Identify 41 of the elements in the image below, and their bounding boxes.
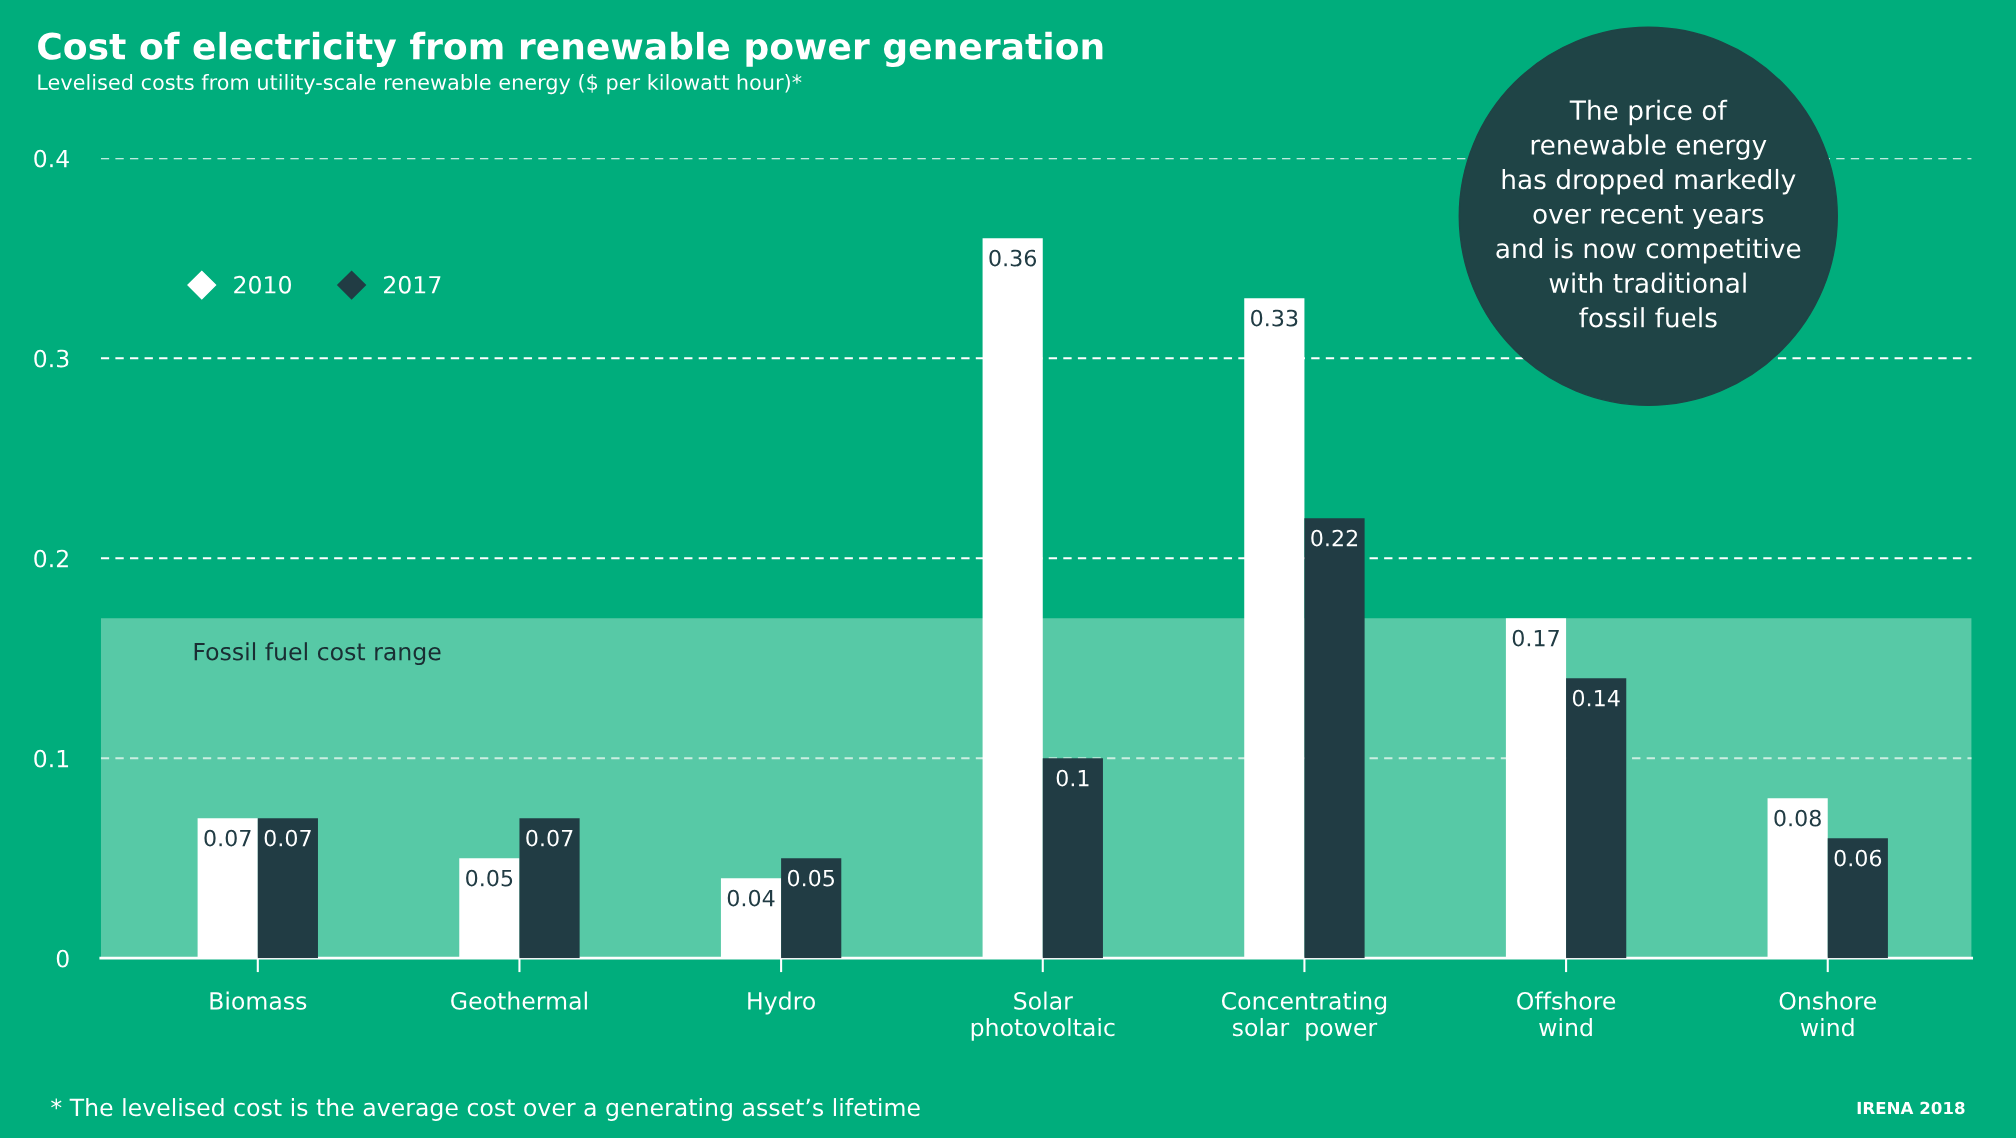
text: * The levelised cost is the average cost over a generating asset’s lifetime <box>51 1098 920 1121</box>
x-tick-label: Hydro <box>748 991 815 1015</box>
x-tick-label: Onshore wind <box>1779 991 1876 1037</box>
text: IRENA 2018 <box>1857 1101 1965 1115</box>
x-tick-label: Offshore wind <box>1517 991 1616 1037</box>
bar <box>781 858 842 959</box>
bar <box>1827 838 1888 959</box>
data-label: 0.07 <box>526 829 573 847</box>
data-label: 0.33 <box>1251 309 1298 327</box>
chart-title: Cost of electricity from renewable power generation <box>38 31 1103 68</box>
x-tick-label: Concentrating solar power <box>1221 991 1387 1041</box>
legend-label: 2017 <box>384 275 441 294</box>
y-tick-label: 0.3 <box>34 349 69 368</box>
bar <box>519 818 580 959</box>
chart-subtitle: Levelised costs from utility-scale renewable energy ($ per kilowatt hour)* <box>38 73 802 95</box>
data-label: 0.1 <box>1056 769 1089 787</box>
data-label: 0.07 <box>204 829 251 847</box>
bar <box>1042 758 1103 959</box>
data-label: 0.05 <box>787 869 834 887</box>
x-tick-label: Biomass <box>210 991 307 1010</box>
data-label: 0.08 <box>1774 809 1821 827</box>
bar <box>257 818 318 959</box>
annotation: The price of renewable energy has dropped markedly over recent years and is now competitive with traditional fossil fuels <box>1496 99 1801 328</box>
data-label: 0.36 <box>989 249 1037 267</box>
legend-label: 2010 <box>234 275 291 294</box>
data-label: 0.14 <box>1572 689 1620 707</box>
data-label: 0.07 <box>264 829 311 847</box>
bar <box>1304 518 1365 959</box>
data-label: 0.04 <box>727 889 775 907</box>
data-label: 0.22 <box>1311 529 1358 547</box>
y-tick-label: 0.1 <box>34 749 69 768</box>
x-tick-label: Solar photovoltaic <box>971 991 1115 1041</box>
x-tick-label: Geothermal <box>451 991 587 1010</box>
data-label: 0.05 <box>466 869 513 887</box>
y-tick-label: 0.2 <box>34 549 68 568</box>
bar <box>1566 678 1627 959</box>
band-label: Fossil fuel cost range <box>194 642 441 666</box>
y-tick-label: 0.4 <box>34 149 69 168</box>
data-label: 0.17 <box>1512 629 1559 647</box>
data-label: 0.06 <box>1834 849 1882 867</box>
y-tick-label: 0 <box>56 949 69 968</box>
